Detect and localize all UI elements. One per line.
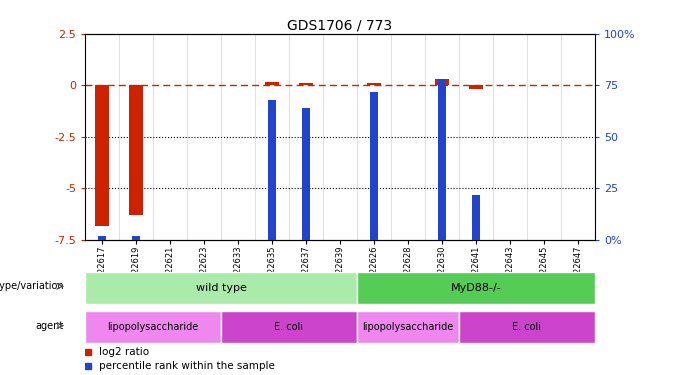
Bar — [299, 83, 313, 86]
Text: percentile rank within the sample: percentile rank within the sample — [99, 361, 275, 371]
Bar — [435, 79, 449, 86]
Bar — [438, 79, 446, 240]
Text: genotype/variation: genotype/variation — [0, 281, 64, 291]
Title: GDS1706 / 773: GDS1706 / 773 — [288, 19, 392, 33]
Bar — [95, 86, 109, 226]
Bar — [132, 236, 139, 240]
Bar — [268, 100, 276, 240]
Bar — [99, 236, 106, 240]
Text: MyD88-/-: MyD88-/- — [451, 283, 501, 293]
Text: lipopolysaccharide: lipopolysaccharide — [107, 322, 199, 332]
Text: log2 ratio: log2 ratio — [99, 346, 149, 357]
Bar — [129, 86, 143, 215]
Bar — [367, 83, 381, 86]
Bar — [265, 82, 279, 86]
Bar — [370, 92, 378, 240]
Bar — [302, 108, 310, 240]
Text: lipopolysaccharide: lipopolysaccharide — [362, 322, 454, 332]
Text: E. coli: E. coli — [513, 322, 541, 332]
Bar — [469, 86, 483, 90]
Text: E. coli: E. coli — [275, 322, 303, 332]
Text: agent: agent — [35, 321, 64, 331]
Bar — [472, 195, 480, 240]
Text: wild type: wild type — [196, 283, 246, 293]
